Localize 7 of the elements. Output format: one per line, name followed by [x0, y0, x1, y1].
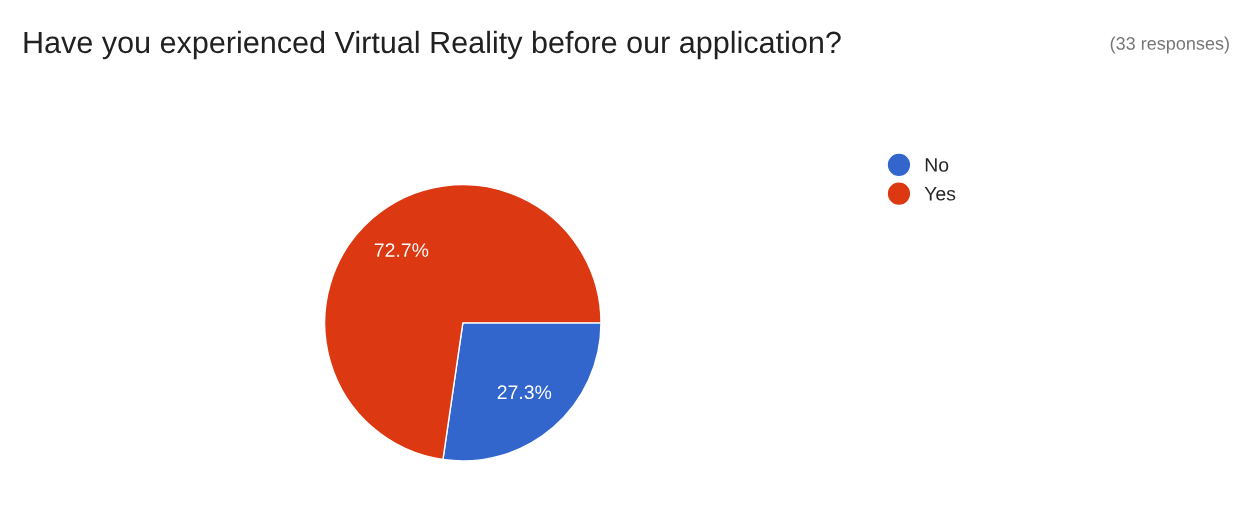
pie-slice [323, 183, 602, 461]
data-label: 27.3% [497, 385, 552, 400]
data-label: 72.7% [374, 243, 429, 257]
text: (33 responses) [1110, 36, 1229, 54]
legend-label: Yes [924, 187, 956, 201]
legend-label: No [925, 158, 949, 172]
chart-title: Have you experienced Virtual Reality before our application? [24, 30, 841, 60]
